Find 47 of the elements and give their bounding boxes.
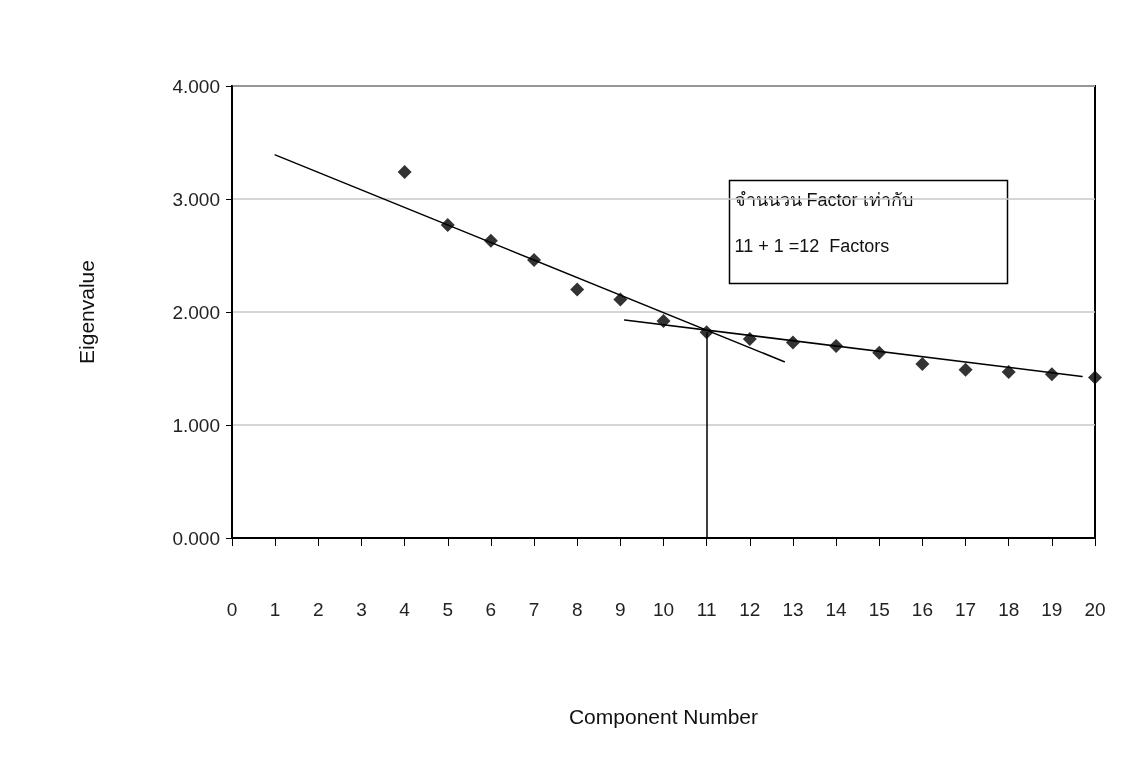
point xyxy=(829,338,844,353)
point xyxy=(397,164,412,179)
x-tick-label: 7 xyxy=(528,599,540,620)
x-tick-label: 2 xyxy=(313,599,324,620)
x-tick-label: 5 xyxy=(442,599,454,620)
point xyxy=(958,362,973,377)
x-tick-label: 17 xyxy=(954,599,977,620)
point xyxy=(1001,364,1016,379)
point xyxy=(527,253,542,268)
point xyxy=(699,325,714,340)
point xyxy=(570,282,585,297)
y-axis-title: Eigenvalue xyxy=(75,260,98,364)
x-tick-label: 9 xyxy=(615,599,626,620)
y-tick-label: 3.000 xyxy=(172,188,220,210)
point xyxy=(785,335,800,350)
point xyxy=(915,356,930,371)
x-axis-title: Component Number xyxy=(568,705,759,728)
x-tick-label: 14 xyxy=(825,599,848,620)
y-tick-label: 0.000 xyxy=(172,527,220,549)
annotation: จำนนวน Factor เท่ากับ xyxy=(734,189,913,210)
x-tick-label: 8 xyxy=(571,599,583,620)
x-tick-label: 16 xyxy=(911,599,933,620)
x-tick-label: 19 xyxy=(1041,599,1063,620)
y-tick-label: 2.000 xyxy=(172,301,220,323)
annotation: 11 + 1 =12 Factors xyxy=(734,235,890,256)
point xyxy=(483,233,498,248)
point xyxy=(440,217,455,232)
x-tick-label: 15 xyxy=(868,599,890,620)
point xyxy=(1088,370,1102,385)
x-tick-label: 18 xyxy=(998,599,1020,620)
x-tick-label: 11 xyxy=(696,599,717,620)
x-tick-label: 13 xyxy=(782,599,804,620)
point xyxy=(613,292,628,307)
point xyxy=(872,345,887,360)
point xyxy=(1044,367,1059,382)
y-tick-label: 1.000 xyxy=(172,414,220,436)
x-tick-label: 6 xyxy=(485,599,497,620)
x-tick-label: 0 xyxy=(226,599,238,620)
point xyxy=(656,314,671,329)
x-tick-label: 1 xyxy=(269,599,281,620)
x-tick-label: 3 xyxy=(356,599,367,620)
x-tick-label: 10 xyxy=(652,599,675,620)
point xyxy=(742,332,757,347)
y-tick-label: 4.000 xyxy=(172,75,220,97)
x-tick-label: 12 xyxy=(739,599,761,620)
x-tick-label: 4 xyxy=(399,599,411,620)
x-tick-label: 20 xyxy=(1084,599,1106,620)
